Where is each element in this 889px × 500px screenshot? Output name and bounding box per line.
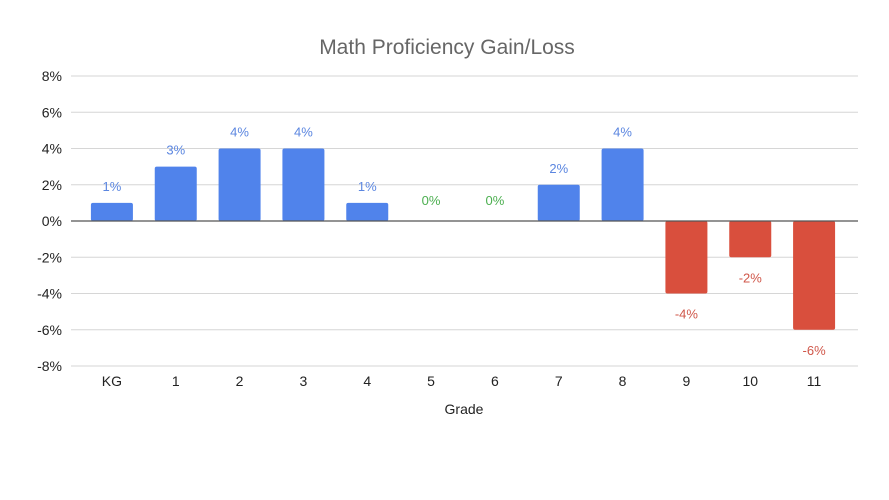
bar-7 <box>537 184 580 221</box>
bar-2 <box>218 148 261 221</box>
y-tick-label: 2% <box>42 177 62 193</box>
x-tick-label: KG <box>102 373 122 389</box>
x-tick-label: 5 <box>427 373 435 389</box>
x-tick-label: 8 <box>619 373 627 389</box>
x-tick-label: 11 <box>807 373 822 389</box>
x-tick-label: 4 <box>363 373 371 389</box>
data-label: 4% <box>613 125 632 140</box>
bar-KG <box>90 202 133 221</box>
data-label: -4% <box>675 307 699 322</box>
bar-11 <box>793 221 836 330</box>
y-tick-label: -8% <box>37 358 62 374</box>
y-tick-label: 6% <box>42 104 62 120</box>
data-label: 2% <box>549 161 568 176</box>
x-tick-label: 1 <box>172 373 180 389</box>
data-label: 4% <box>294 125 313 140</box>
y-tick-label: -2% <box>37 249 62 265</box>
y-tick-label: 8% <box>42 68 62 84</box>
data-label: 1% <box>358 179 377 194</box>
y-tick-label: -6% <box>37 322 62 338</box>
bars <box>90 148 836 330</box>
y-tick-label: -4% <box>37 286 62 302</box>
data-label: -6% <box>803 343 827 358</box>
data-label: 0% <box>486 193 505 208</box>
data-label: -2% <box>739 270 763 285</box>
bar-8 <box>601 148 644 221</box>
data-label: 4% <box>230 125 249 140</box>
x-axis-ticks: KG 1 2 3 4 5 6 7 8 9 10 11 <box>102 373 822 389</box>
chart-title: Math Proficiency Gain/Loss <box>319 36 575 59</box>
bar-10 <box>729 221 772 258</box>
bar-4 <box>346 202 389 221</box>
bar-1 <box>154 166 197 221</box>
y-tick-label: 4% <box>42 141 62 157</box>
x-tick-label: 10 <box>742 373 758 389</box>
x-tick-label: 2 <box>236 373 244 389</box>
gridlines <box>71 75 858 367</box>
y-tick-label: 0% <box>42 213 62 229</box>
data-label: 0% <box>422 193 441 208</box>
y-axis-ticks: 8% 6% 4% 2% 0% -2% -4% -6% -8% <box>37 68 62 374</box>
x-tick-label: 6 <box>491 373 499 389</box>
data-labels: 1% 3% 4% 4% 1% 0% 0% 2% 4% -4% -2% -6% <box>103 125 827 358</box>
data-label: 3% <box>166 143 185 158</box>
data-label: 1% <box>103 179 122 194</box>
x-axis-label: Grade <box>445 401 484 417</box>
x-tick-label: 9 <box>683 373 691 389</box>
x-tick-label: 7 <box>555 373 563 389</box>
bar-9 <box>665 221 708 294</box>
x-tick-label: 3 <box>300 373 308 389</box>
bar-3 <box>282 148 325 221</box>
